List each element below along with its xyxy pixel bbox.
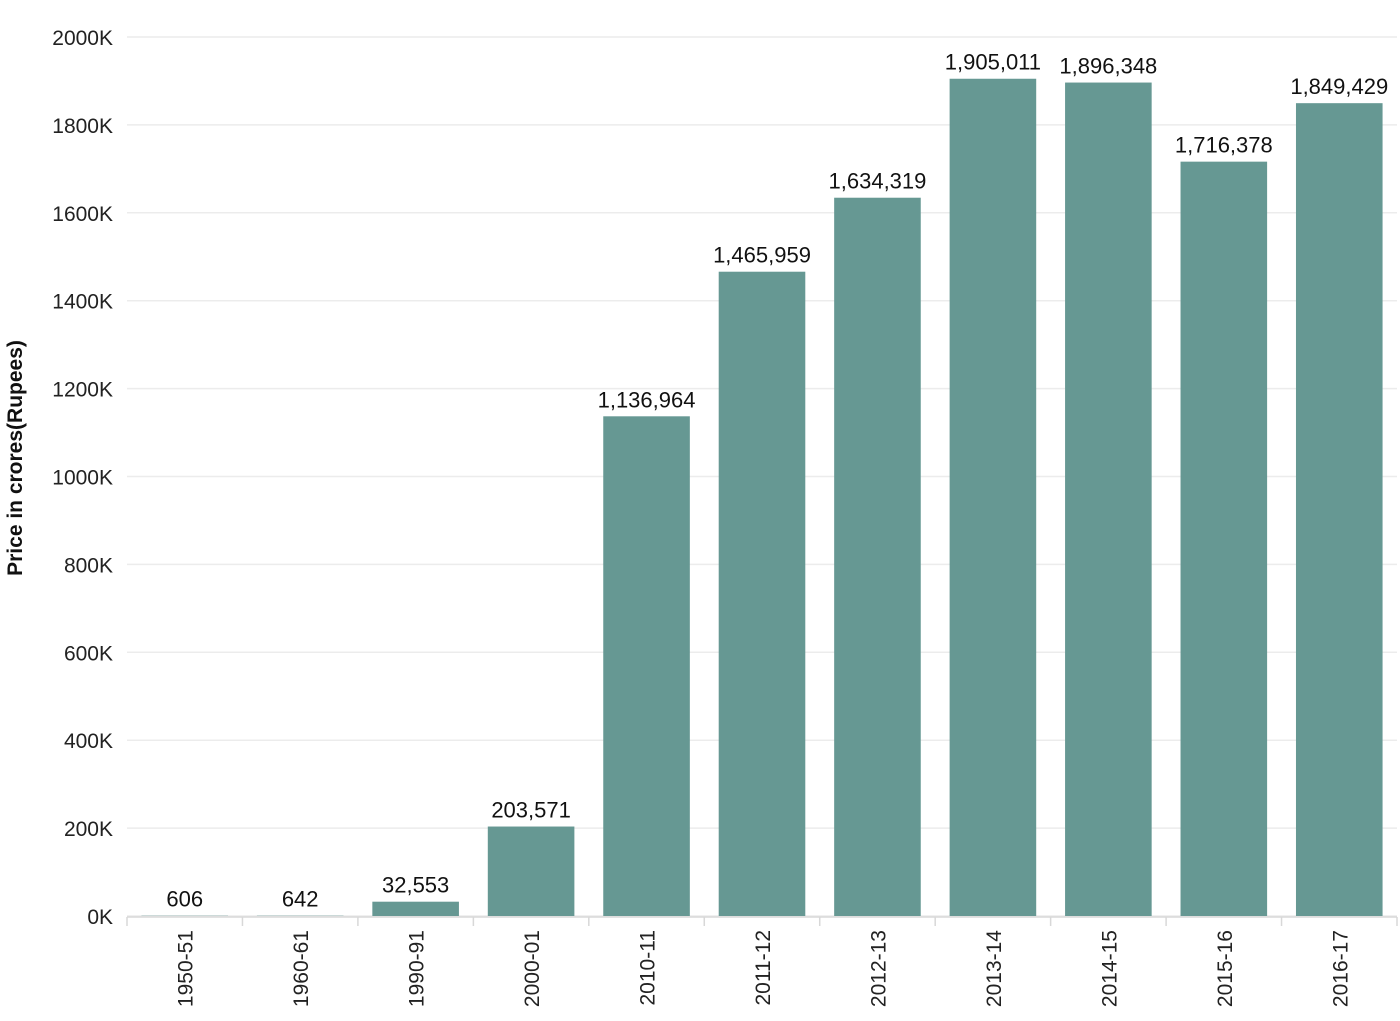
x-tick-label: 1950-51 [175, 930, 198, 1007]
bar [487, 826, 575, 916]
bar-value-label: 606 [166, 887, 203, 912]
bars [141, 78, 1383, 917]
y-tick-label: 1400K [52, 291, 113, 314]
bar [372, 901, 459, 916]
y-tick-label: 1000K [52, 467, 113, 490]
x-tick-label: 2016-17 [1329, 930, 1352, 1007]
y-axis-ticks: 0K 200K 400K 600K 800K 1000K 1200K 1400K 1600K 18… [52, 27, 113, 929]
bar-value-label: 1,634,319 [829, 169, 927, 194]
y-axis-title: Price in crores(Rupees) [4, 340, 27, 576]
bar [718, 271, 806, 916]
y-tick-label: 400K [64, 730, 113, 753]
x-tick-label: 2013-14 [983, 930, 1006, 1007]
bar [1295, 103, 1383, 916]
x-axis-ticks: 1950-51 1960-61 1990-91 2000-01 2010-11 2011-… [126, 917, 1398, 1007]
x-tick-label: 2014-15 [1098, 930, 1121, 1007]
bar-value-label: 1,716,378 [1175, 133, 1273, 158]
bar-value-label: 1,896,348 [1059, 54, 1157, 79]
bar-value-label: 203,571 [491, 798, 571, 823]
x-tick-label: 1990-91 [406, 930, 429, 1007]
x-tick-label: 1960-61 [290, 930, 313, 1007]
bar-value-label: 1,136,964 [598, 387, 696, 412]
x-tick-label: 2012-13 [867, 930, 890, 1007]
y-tick-label: 1800K [52, 115, 113, 138]
y-tick-label: 200K [64, 818, 113, 841]
y-tick-label: 600K [64, 642, 113, 665]
x-tick-label: 2000-01 [521, 930, 544, 1007]
bar [603, 416, 690, 916]
bar [1180, 161, 1268, 917]
bar-value-label: 1,849,429 [1290, 74, 1388, 99]
bar-value-label: 642 [282, 887, 319, 912]
y-tick-label: 800K [64, 554, 113, 577]
bar-value-label: 1,905,011 [945, 50, 1041, 75]
bar-value-label: 32,553 [382, 873, 449, 898]
value-labels: 606 642 32,553 203,571 1,136,964 1,465,959 1,6… [166, 50, 1388, 912]
x-tick-label: 2010-11 [637, 930, 660, 1006]
y-tick-label: 1600K [52, 203, 113, 226]
y-tick-label: 2000K [52, 27, 113, 50]
bar [949, 78, 1037, 916]
y-tick-label: 0K [87, 906, 113, 929]
bar-value-label: 1,465,959 [713, 243, 811, 268]
bar [1065, 82, 1152, 916]
y-tick-label: 1200K [52, 379, 113, 402]
x-tick-label: 2015-16 [1214, 930, 1237, 1007]
bar [834, 197, 921, 916]
x-tick-label: 2011-12 [752, 930, 775, 1006]
